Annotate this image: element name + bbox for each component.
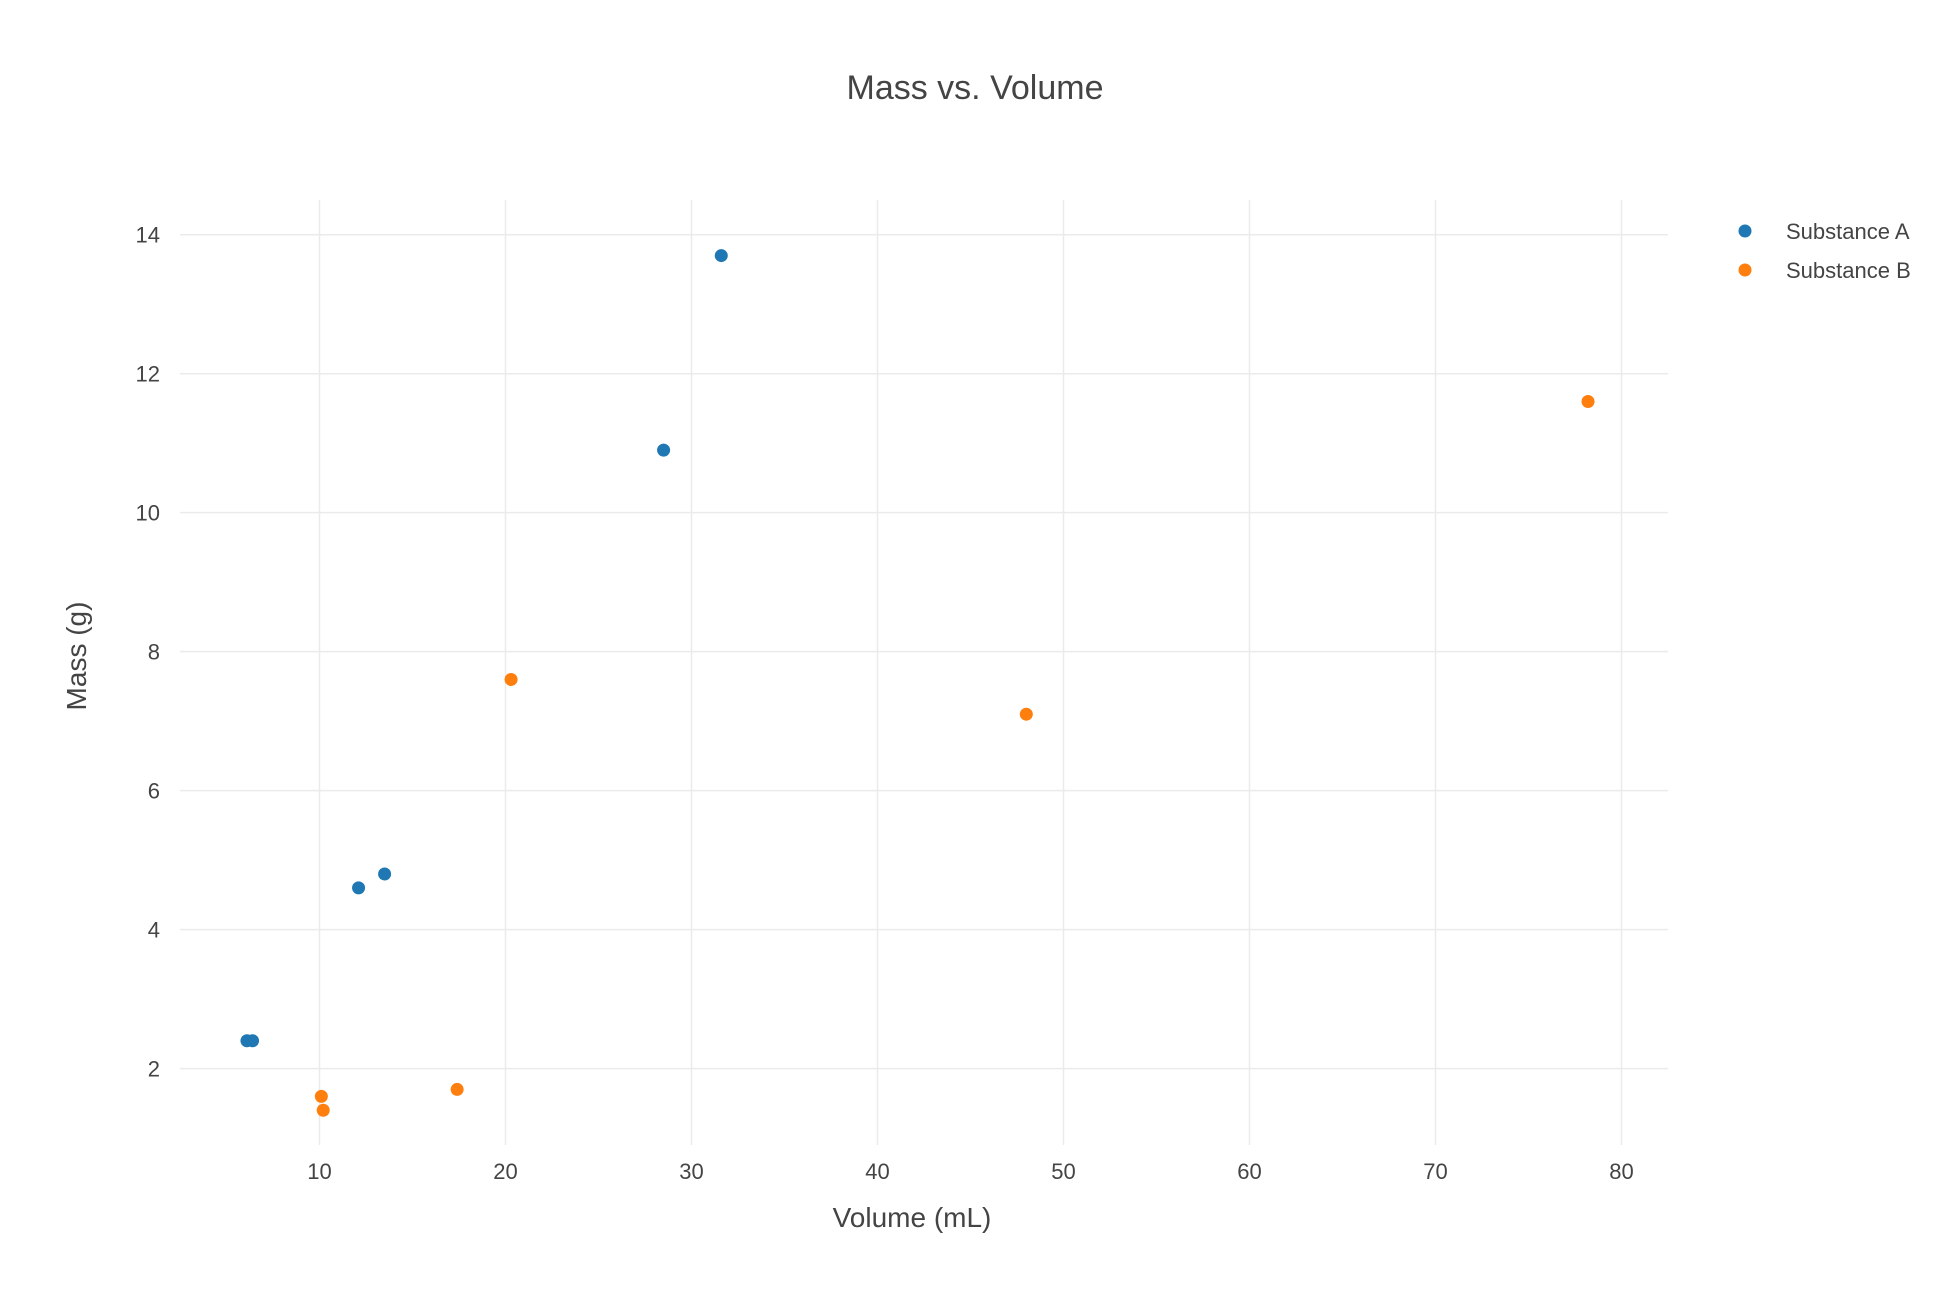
- grid: [180, 200, 1668, 1145]
- data-point-series-1[interactable]: [378, 867, 392, 881]
- data-point-series-2[interactable]: [1581, 395, 1595, 409]
- legend-item-series-1[interactable]: Substance A: [1738, 219, 1910, 244]
- x-tick-label: 20: [493, 1159, 517, 1184]
- legend-item-series-2[interactable]: Substance B: [1738, 258, 1911, 283]
- x-tick-label: 60: [1237, 1159, 1261, 1184]
- data-point-series-1[interactable]: [714, 249, 728, 263]
- y-tick-label: 8: [148, 640, 160, 665]
- legend-marker: [1738, 224, 1752, 238]
- x-tick-label: 30: [679, 1159, 703, 1184]
- data-point-series-2[interactable]: [1019, 707, 1033, 721]
- y-tick-label: 6: [148, 779, 160, 804]
- data-point-series-2[interactable]: [314, 1089, 328, 1103]
- data-point-series-2[interactable]: [504, 672, 518, 686]
- data-point-series-1[interactable]: [246, 1034, 260, 1048]
- y-tick-label: 2: [148, 1057, 160, 1082]
- y-tick-label: 10: [136, 501, 160, 526]
- legend-label: Substance B: [1786, 258, 1911, 283]
- legend-label: Substance A: [1786, 219, 1910, 244]
- axis-ticks: 10 20 30 40 50 60 70 80 2 4 6 8 10 12 14: [136, 223, 1634, 1184]
- data-point-series-2[interactable]: [450, 1082, 464, 1096]
- data-point-series-1[interactable]: [352, 881, 366, 895]
- data-point-series-1[interactable]: [657, 443, 671, 457]
- data-point-series-2[interactable]: [316, 1103, 330, 1117]
- x-tick-label: 40: [865, 1159, 889, 1184]
- x-tick-label: 80: [1609, 1159, 1633, 1184]
- legend[interactable]: Substance A Substance B: [1738, 219, 1911, 283]
- chart-title: Mass vs. Volume: [847, 69, 1104, 107]
- y-tick-label: 14: [136, 223, 160, 248]
- y-tick-label: 12: [136, 362, 160, 387]
- x-tick-label: 50: [1051, 1159, 1075, 1184]
- legend-marker: [1738, 263, 1752, 277]
- x-tick-label: 10: [307, 1159, 331, 1184]
- x-tick-label: 70: [1423, 1159, 1447, 1184]
- x-axis-title: Volume (mL): [833, 1202, 992, 1233]
- data-points: [240, 249, 1595, 1117]
- y-tick-label: 4: [148, 918, 160, 943]
- y-axis-title: Mass (g): [61, 602, 92, 711]
